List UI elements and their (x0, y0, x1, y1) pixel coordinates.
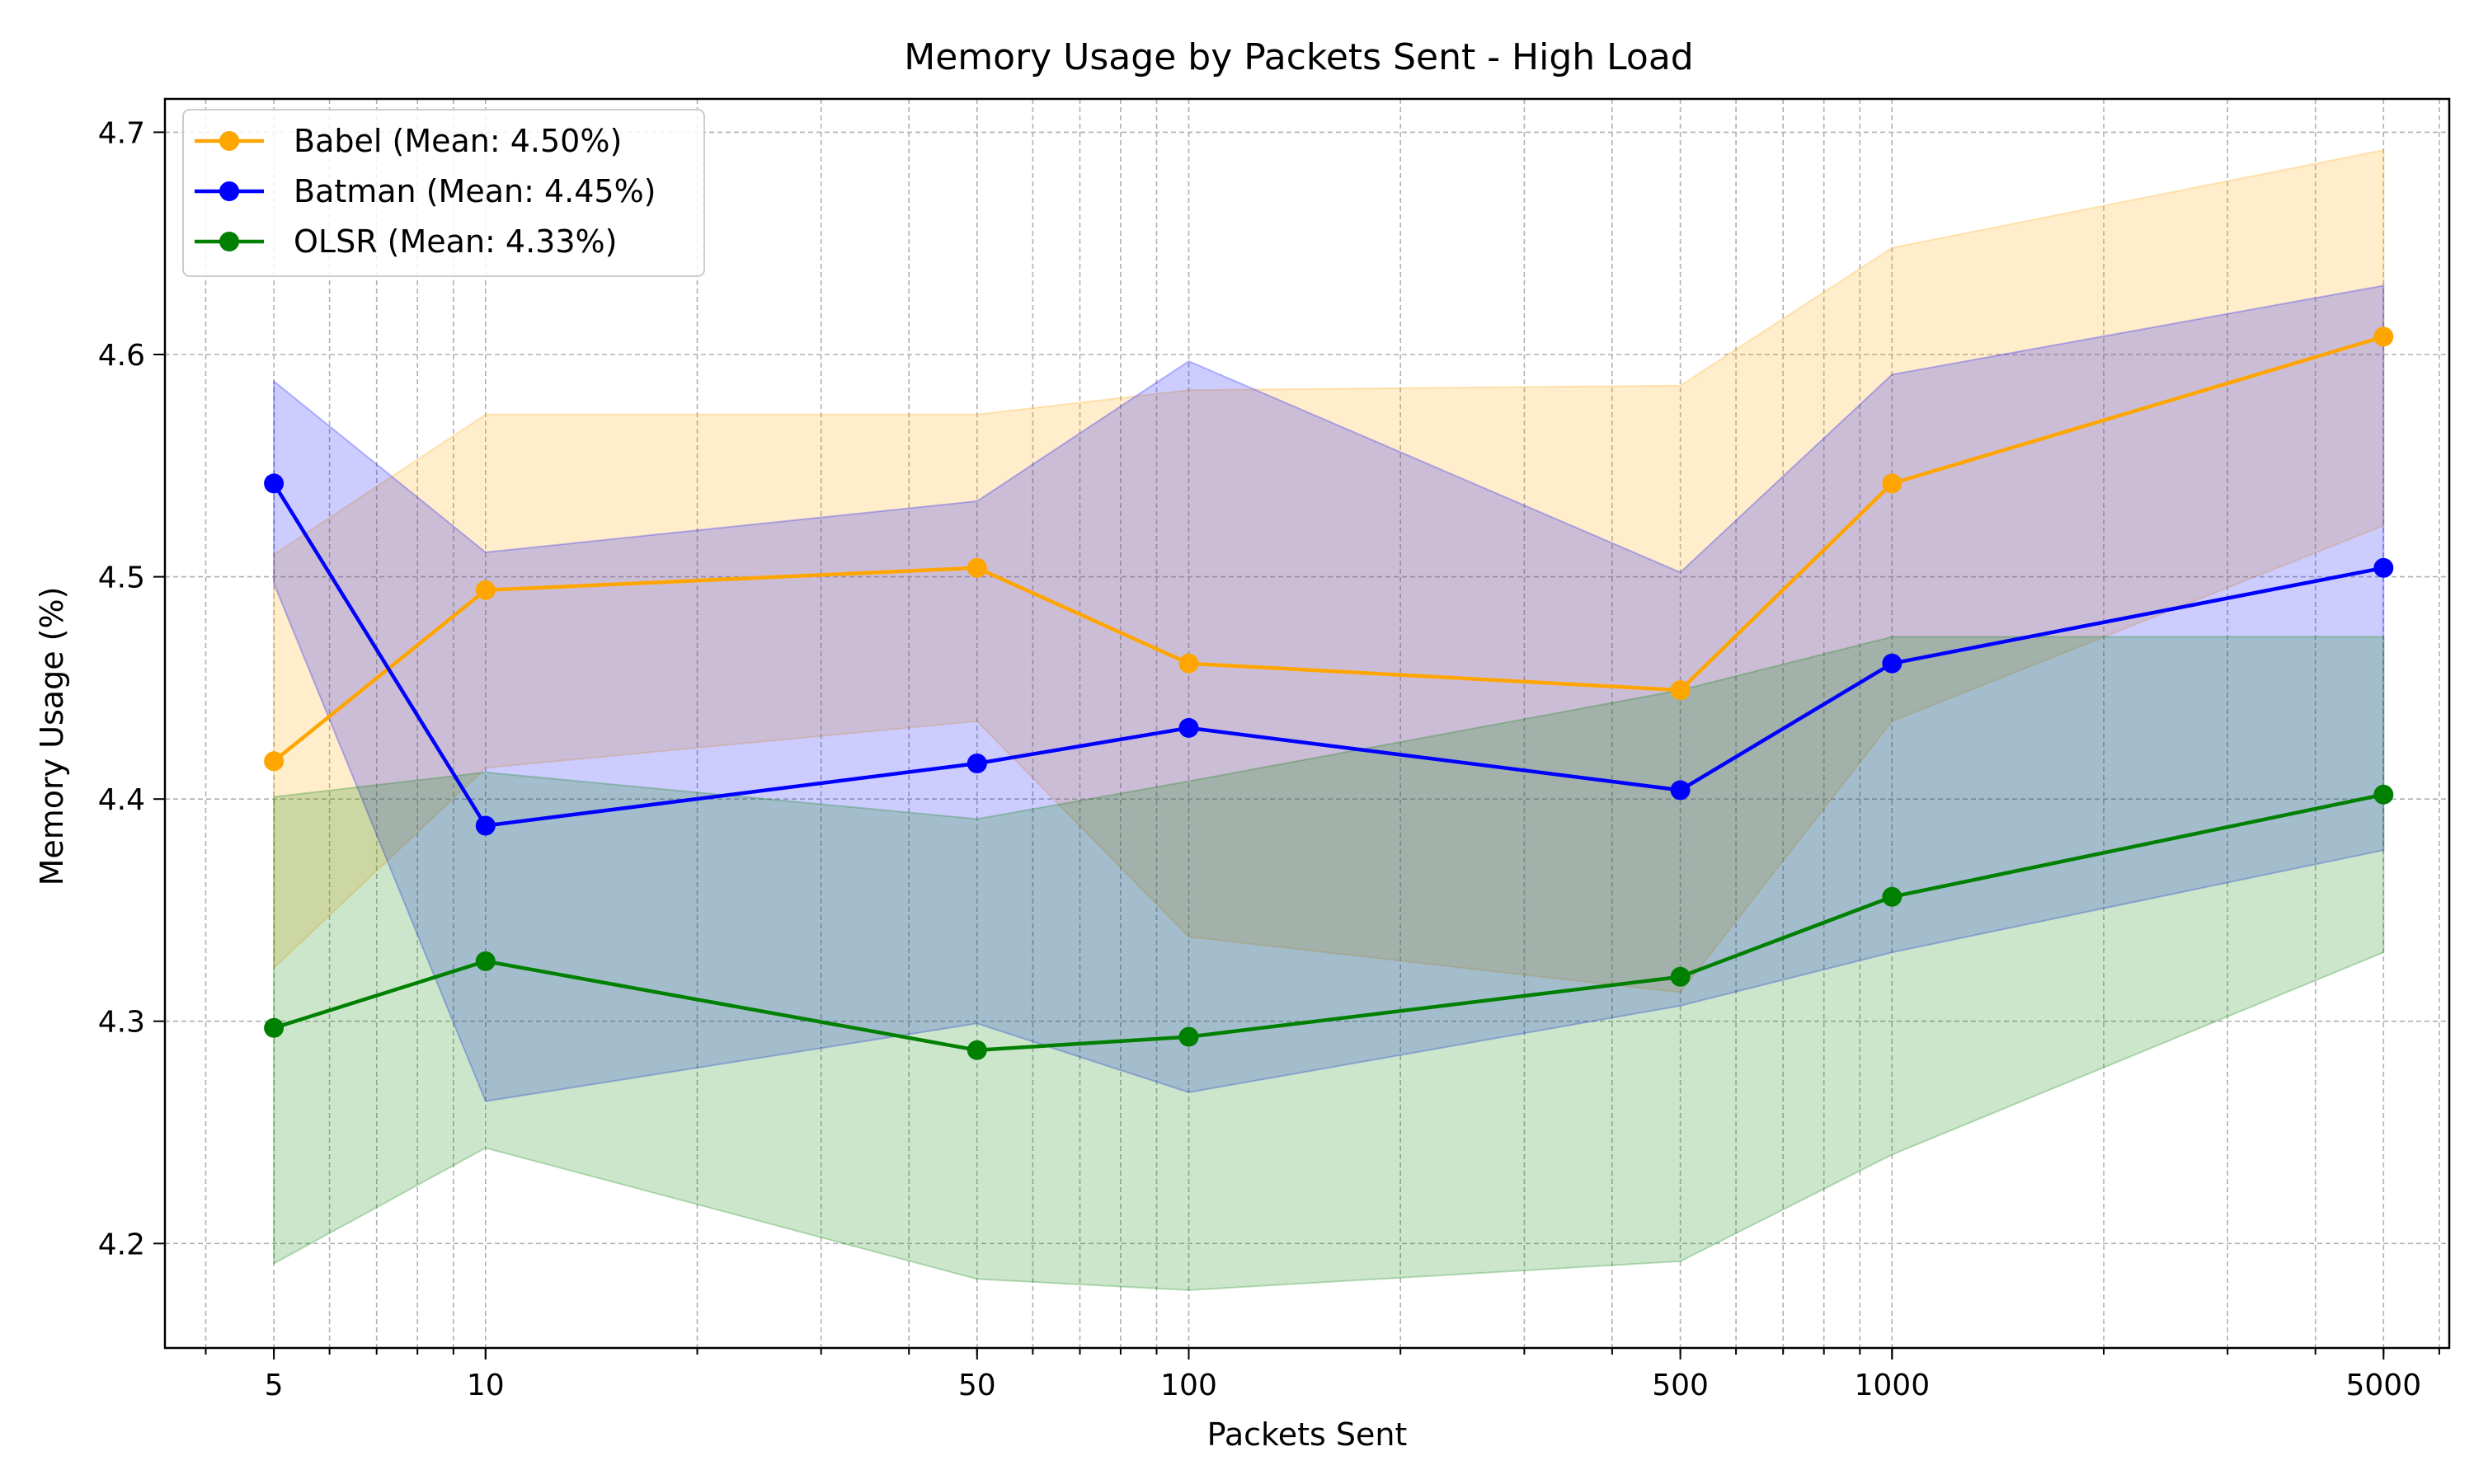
axis-ticks: 4.2 4.3 4.4 4.5 4.6 4.7 5 10 50 100 500 1000 5000 (98, 116, 2440, 1402)
confidence-bands (273, 148, 2385, 1291)
data-point (1882, 653, 1903, 674)
x-tick-label: 5000 (2345, 1369, 2421, 1402)
legend-entry: OLSR (Mean: 4.33%) (294, 223, 617, 260)
data-point (475, 815, 496, 836)
x-axis-label: Packets Sent (1207, 1416, 1408, 1453)
y-axis-label: Memory Usage (%) (34, 587, 70, 886)
data-point (264, 473, 285, 494)
legend-box (182, 109, 705, 277)
legend: Babel (Mean: 4.50%) Batman (Mean: 4.45%) O… (182, 109, 705, 277)
y-tick-label: 4.3 (98, 1006, 145, 1040)
plot-frame (163, 97, 2451, 1350)
y-tick-label: 4.7 (98, 116, 145, 150)
confidence-band (273, 636, 2385, 1291)
data-point (2373, 326, 2394, 347)
y-tick-label: 4.6 (98, 339, 145, 373)
x-tick-label: 1000 (1854, 1369, 1930, 1402)
data-point (1670, 780, 1691, 801)
confidence-band (273, 148, 2385, 993)
data-point (264, 1017, 285, 1038)
legend-swatch-marker (219, 232, 239, 251)
data-point (967, 754, 987, 773)
data-point (967, 557, 987, 578)
series-points (264, 326, 2394, 1060)
data-point (475, 580, 496, 600)
data-point (1178, 1026, 1199, 1047)
x-tick-label: 100 (1160, 1369, 1217, 1402)
x-tick-label: 50 (958, 1369, 996, 1402)
x-tick-label: 5 (265, 1369, 284, 1402)
data-point (967, 1040, 987, 1060)
chart-title: Memory Usage by Packets Sent - High Load (904, 36, 1693, 78)
x-tick-label: 500 (1652, 1369, 1709, 1402)
data-point (1670, 966, 1691, 987)
legend-entry: Babel (Mean: 4.50%) (294, 123, 622, 159)
x-tick-label: 10 (467, 1369, 505, 1402)
data-point (1882, 886, 1903, 907)
y-tick-label: 4.5 (98, 561, 145, 595)
legend-entry: Batman (Mean: 4.45%) (294, 173, 656, 209)
data-point (1882, 473, 1903, 494)
data-point (264, 751, 285, 772)
legend-swatch-marker (219, 131, 239, 151)
data-point (1178, 653, 1199, 674)
confidence-band (273, 284, 2385, 1102)
grid-layer (165, 99, 2449, 1348)
legend-swatch-marker (219, 181, 239, 201)
y-tick-label: 4.2 (98, 1228, 145, 1261)
data-point (1670, 680, 1691, 701)
data-point (1178, 717, 1199, 738)
data-point (2373, 557, 2394, 578)
data-point (2373, 784, 2394, 805)
data-point (475, 951, 496, 971)
y-tick-label: 4.4 (98, 783, 145, 817)
